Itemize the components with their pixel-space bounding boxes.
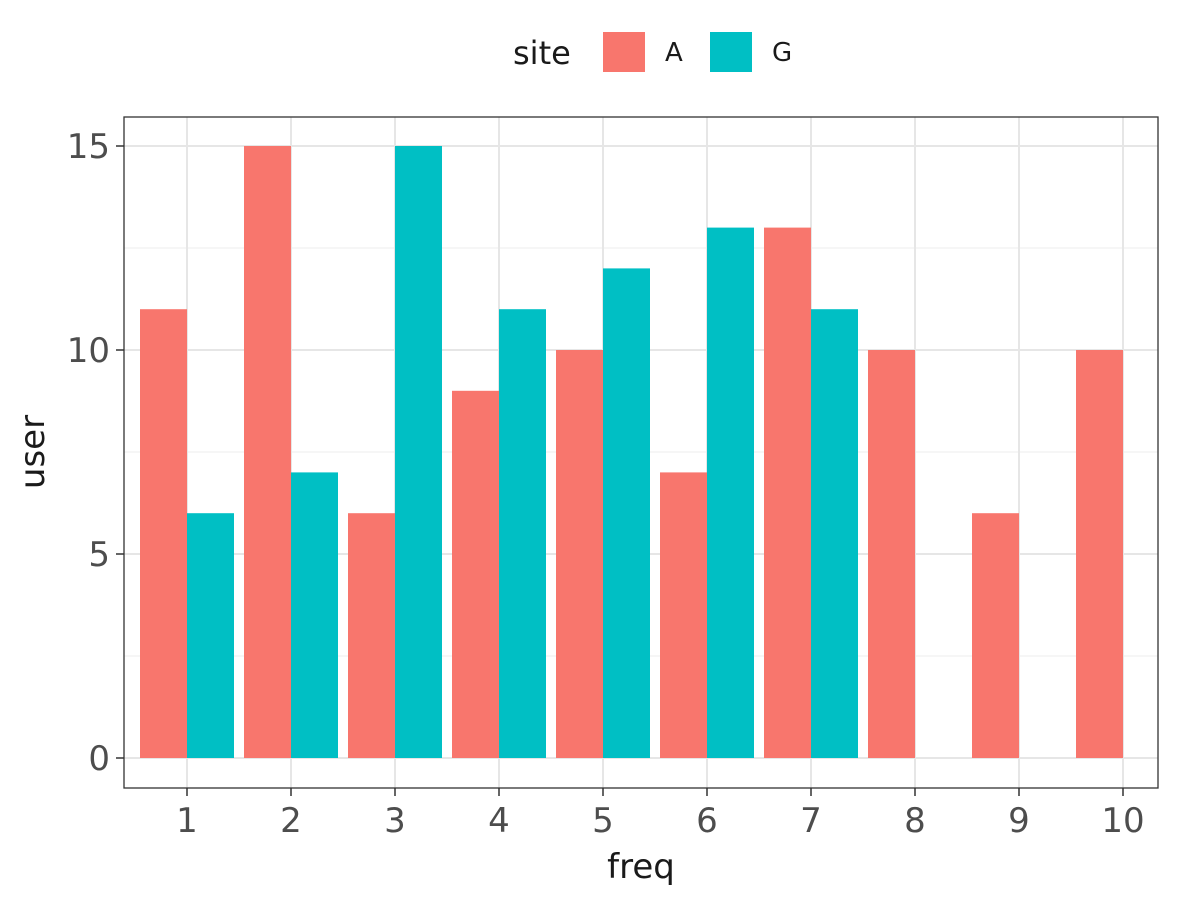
x-tick-label: 5 [592,801,614,841]
bar-a-5 [556,350,603,758]
bar-g-7 [811,309,858,758]
bar-a-10 [1076,350,1123,758]
y-axis-title: user [13,415,53,489]
y-tick-label: 0 [88,739,110,779]
y-tick-label: 15 [67,127,110,167]
x-axis-title: freq [607,847,675,887]
bar-a-7 [764,227,811,759]
legend-key-g [710,32,752,72]
legend: site A G [513,32,792,72]
x-tick-label: 1 [176,801,198,841]
x-tick-label: 6 [696,801,718,841]
y-axis: 0 5 10 15 [67,127,124,779]
x-tick-label: 4 [488,801,510,841]
x-tick-label: 8 [904,801,926,841]
bar-a-1 [140,309,187,758]
bar-g-4 [499,309,546,758]
y-tick-label: 5 [88,535,110,575]
bar-g-2 [291,472,338,758]
x-tick-label: 9 [1008,801,1030,841]
bar-a-6 [660,472,707,758]
x-tick-label: 3 [384,801,406,841]
bar-a-9 [972,513,1019,758]
bar-a-3 [348,513,395,758]
bar-a-8 [868,350,915,758]
legend-label-a: A [665,38,683,68]
bar-g-3 [395,146,442,758]
x-tick-label: 7 [800,801,822,841]
bar-a-2 [244,146,291,758]
bar-g-1 [187,513,234,758]
x-tick-label: 10 [1101,801,1144,841]
x-axis: 1 2 3 4 5 6 7 8 9 10 [176,788,1145,841]
y-tick-label: 10 [67,331,110,371]
bar-g-5 [603,268,650,758]
legend-title: site [513,34,571,72]
bars [140,146,1123,759]
bar-a-4 [452,390,499,758]
x-tick-label: 2 [280,801,302,841]
legend-key-a [603,32,645,72]
panel-border [123,116,1159,789]
bar-g-6 [707,227,754,759]
legend-label-g: G [772,38,792,68]
